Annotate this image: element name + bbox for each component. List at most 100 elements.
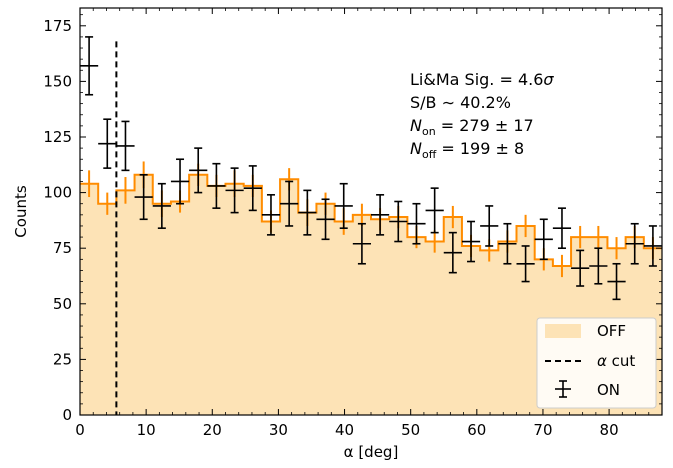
x-tick-label: 10 xyxy=(137,421,156,439)
subscript: off xyxy=(422,148,437,161)
on-point xyxy=(152,182,171,229)
off-bin xyxy=(152,203,172,415)
legend-off-label: OFF xyxy=(597,322,626,340)
on-point xyxy=(134,174,153,221)
on-point xyxy=(316,198,335,241)
on-point xyxy=(352,222,371,265)
on-point xyxy=(443,231,462,274)
on-point xyxy=(534,218,553,261)
off-bin xyxy=(425,241,445,415)
y-axis-label: Counts xyxy=(12,185,30,238)
on-point xyxy=(207,162,226,209)
on-point xyxy=(425,187,444,234)
on-point xyxy=(571,249,590,287)
off-histogram xyxy=(80,173,663,415)
x-tick-label: 50 xyxy=(401,421,420,439)
variable: N xyxy=(410,116,422,135)
off-bin xyxy=(352,214,372,415)
variable: N xyxy=(410,139,422,158)
legend-on-label: ON xyxy=(597,381,620,399)
subscript: on xyxy=(422,125,436,138)
n-on-text: Non = 279 ± 17 xyxy=(410,116,534,138)
on-point xyxy=(461,220,481,263)
off-bin xyxy=(298,212,317,415)
legend: OFF α cut ON xyxy=(536,317,657,409)
value: = 279 ± 17 xyxy=(436,116,534,135)
significance-text: Li&Ma Sig. = 4.6σ xyxy=(410,70,554,89)
y-tick-label: 125 xyxy=(43,128,72,146)
off-bin xyxy=(443,217,463,415)
legend-cut-label: α cut xyxy=(597,352,635,370)
off-bin xyxy=(170,201,190,415)
on-point xyxy=(280,180,299,227)
value: = 199 ± 8 xyxy=(436,139,524,158)
off-bin xyxy=(316,203,336,415)
on-point xyxy=(243,165,262,212)
on-point xyxy=(371,194,390,236)
off-bin xyxy=(189,174,208,415)
off-bin xyxy=(98,203,117,415)
x-tick-label: 60 xyxy=(467,421,486,439)
off-bin xyxy=(334,221,354,415)
y-tick-label: 75 xyxy=(53,239,72,257)
on-point xyxy=(389,200,408,243)
off-bin xyxy=(461,245,481,415)
on-point xyxy=(80,36,99,96)
y-tick-label: 0 xyxy=(62,406,72,424)
on-point xyxy=(116,120,135,172)
on-point xyxy=(298,189,317,236)
off-bin xyxy=(207,185,226,415)
signal-background-text: S/B ∼ 40.2% xyxy=(410,93,511,112)
cut-word: cut xyxy=(607,352,636,370)
y-tick-label: 150 xyxy=(43,72,72,90)
on-point xyxy=(261,194,281,236)
on-point xyxy=(170,158,190,205)
x-tick-label: 70 xyxy=(533,421,552,439)
on-point xyxy=(516,245,535,283)
legend-off-swatch xyxy=(545,324,581,338)
sigma-symbol: σ xyxy=(543,70,554,89)
off-bin xyxy=(389,217,408,415)
off-bin xyxy=(261,221,281,415)
on-point xyxy=(552,207,572,249)
off-bin xyxy=(498,241,517,415)
y-tick-label: 175 xyxy=(43,17,72,35)
y-tick-label: 50 xyxy=(53,295,72,313)
annotation-block: Li&Ma Sig. = 4.6σ S/B ∼ 40.2% Non = 279 ± … xyxy=(410,70,554,161)
y-tick-label: 25 xyxy=(53,350,72,368)
off-bin xyxy=(116,190,136,415)
n-off-text: Noff = 199 ± 8 xyxy=(410,139,524,161)
legend-box xyxy=(536,317,657,409)
on-point xyxy=(498,222,517,265)
off-bin xyxy=(480,250,499,415)
x-tick-label: 0 xyxy=(75,421,85,439)
on-point xyxy=(589,247,608,285)
y-tick-label: 100 xyxy=(43,184,72,202)
on-point xyxy=(189,147,208,194)
off-bin xyxy=(280,179,299,415)
off-bin xyxy=(371,219,390,415)
off-bin xyxy=(407,237,427,415)
on-point xyxy=(607,262,626,301)
x-tick-label: 80 xyxy=(600,421,619,439)
off-bin xyxy=(243,185,263,415)
alpha-symbol: α xyxy=(597,352,607,370)
on-point xyxy=(643,225,662,267)
on-point xyxy=(225,167,244,214)
x-axis-label: α [deg] xyxy=(344,443,399,461)
x-tick-label: 20 xyxy=(203,421,222,439)
on-point xyxy=(407,202,426,245)
x-tick-label: 40 xyxy=(335,421,354,439)
on-point xyxy=(625,222,644,265)
off-bin xyxy=(516,225,536,415)
on-point xyxy=(98,118,117,169)
x-tick-label: 30 xyxy=(269,421,288,439)
on-data-points xyxy=(80,36,662,301)
off-bin xyxy=(80,183,99,415)
off-bin xyxy=(225,183,245,415)
axis-ticks: 0 10 20 30 40 50 60 70 80 0 25 50 75 100 125 150 175 xyxy=(43,8,662,439)
off-bin xyxy=(134,174,154,415)
on-point xyxy=(334,182,353,229)
on-point xyxy=(480,205,499,247)
